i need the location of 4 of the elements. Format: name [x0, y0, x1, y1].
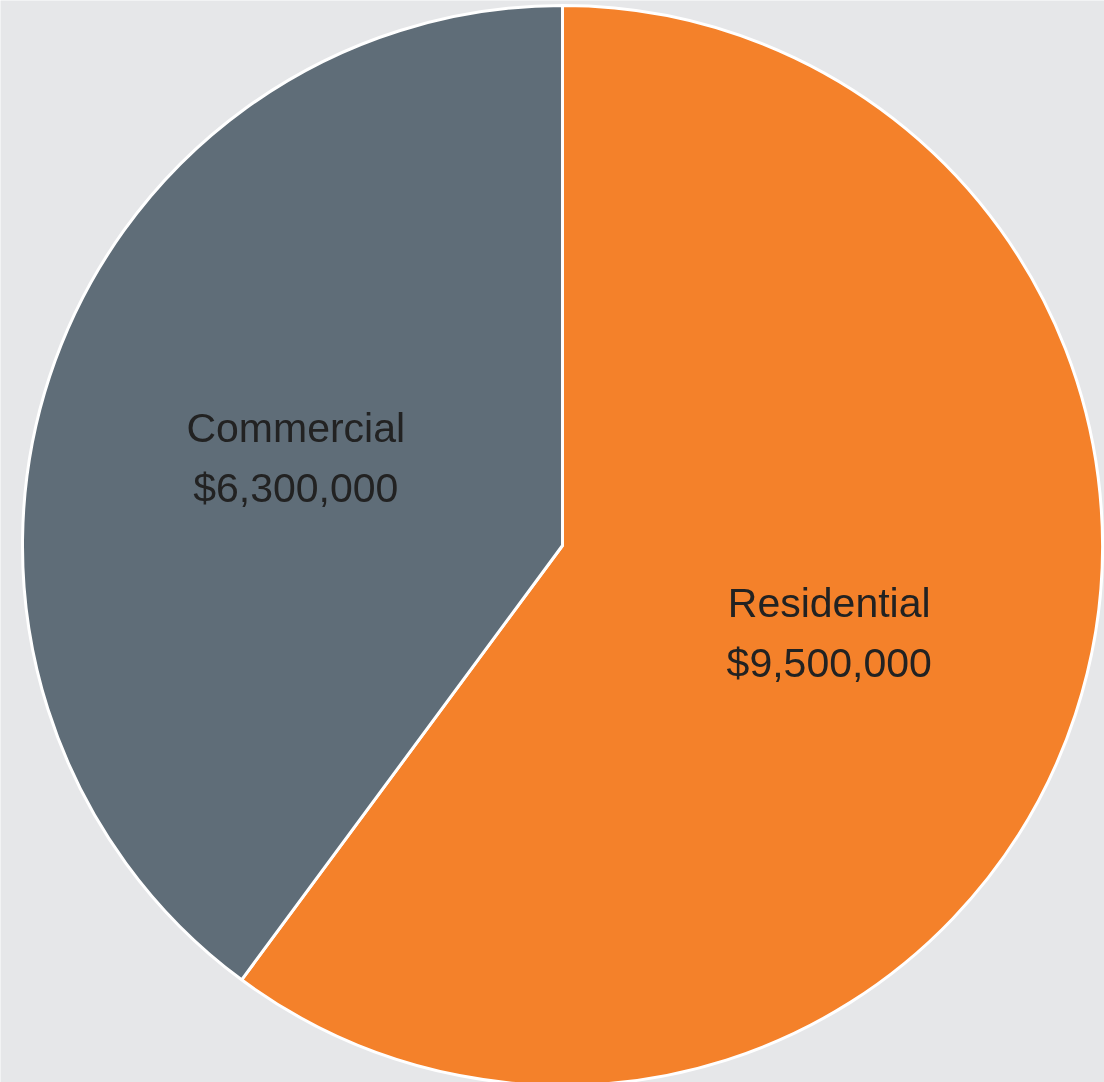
data-label: $6,300,000 [193, 464, 399, 511]
slice-label: Commercial [186, 404, 406, 451]
slice-label: Residential [727, 580, 931, 627]
data-label: $9,500,000 [726, 640, 932, 687]
